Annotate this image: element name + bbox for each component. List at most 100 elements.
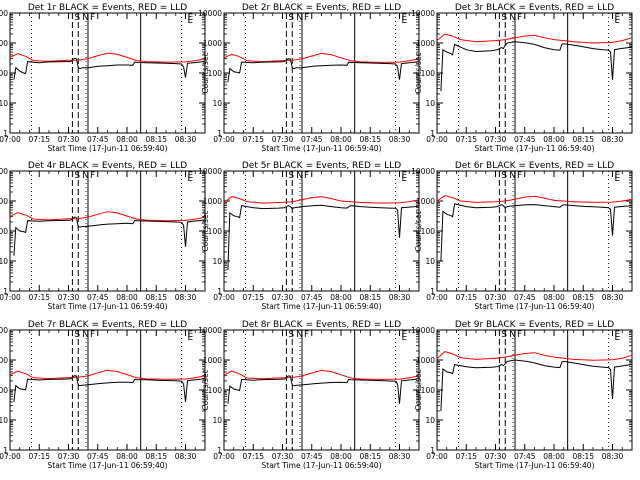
x-tick-label: 07:00 bbox=[213, 293, 235, 302]
y-tick-label: 10 bbox=[425, 416, 435, 425]
marker-letter-f: F bbox=[90, 171, 95, 181]
y-tick-label: 10000 bbox=[411, 326, 435, 335]
panel-title: Det 1r BLACK = Events, RED = LLD bbox=[28, 3, 187, 13]
plot-frame bbox=[223, 329, 420, 451]
x-tick-label: 08:15 bbox=[145, 135, 167, 144]
y-tick-label: 100 bbox=[0, 386, 8, 395]
x-tick-label: 07:30 bbox=[272, 452, 294, 461]
panel-title: Det 3r BLACK = Events, RED = LLD bbox=[455, 3, 614, 13]
y-tick-label: 100 bbox=[421, 69, 436, 78]
marker-letter-e: E bbox=[402, 171, 408, 181]
marker-letter-s: S bbox=[501, 171, 507, 181]
x-tick-label: 07:45 bbox=[514, 293, 536, 302]
marker-letter-n: N bbox=[82, 13, 89, 23]
x-tick-label: 08:30 bbox=[175, 293, 197, 302]
x-tick-label: 07:15 bbox=[242, 135, 264, 144]
marker-letter-l: L bbox=[188, 333, 193, 343]
x-tick-label: 08:30 bbox=[602, 135, 624, 144]
x-axis-label: Start Time (17-Jun-11 06:59:40) bbox=[48, 461, 168, 470]
x-tick-label: 08:15 bbox=[572, 452, 594, 461]
x-axis-label: Start Time (17-Jun-11 06:59:40) bbox=[475, 144, 595, 153]
x-tick-label: 07:15 bbox=[455, 293, 477, 302]
panel-title: Det 6r BLACK = Events, RED = LLD bbox=[455, 161, 614, 171]
y-tick-label: 1 bbox=[217, 446, 222, 455]
lld-series-line bbox=[223, 369, 420, 380]
events-series-line bbox=[440, 203, 633, 262]
y-tick-label: 100 bbox=[208, 69, 223, 78]
events-series-line bbox=[13, 375, 206, 402]
events-series-line bbox=[227, 58, 420, 83]
y-tick-label: 10 bbox=[425, 257, 435, 266]
marker-letter-f: F bbox=[304, 171, 309, 181]
x-tick-label: 07:45 bbox=[87, 452, 109, 461]
x-tick-label: 07:30 bbox=[58, 293, 80, 302]
x-axis-label: Start Time (17-Jun-11 06:59:40) bbox=[262, 144, 382, 153]
x-axis-label: Start Time (17-Jun-11 06:59:40) bbox=[262, 461, 382, 470]
x-tick-label: 07:45 bbox=[87, 293, 109, 302]
marker-letter-n: N bbox=[296, 171, 303, 181]
panel-5: Det 5r BLACK = Events, RED = LLD 1 10 100 10… bbox=[198, 161, 420, 311]
y-tick-label: 100 bbox=[0, 69, 8, 78]
events-series-line bbox=[227, 204, 420, 271]
plot-frame bbox=[436, 12, 633, 134]
lld-series-line bbox=[223, 196, 420, 204]
marker-letter-e: E bbox=[402, 330, 408, 340]
panel-2: Det 2r BLACK = Events, RED = LLD 1 10 100 10… bbox=[198, 3, 420, 153]
y-tick-label: 1000 bbox=[203, 356, 222, 365]
events-series-line bbox=[440, 359, 633, 412]
events-series-line bbox=[440, 41, 633, 92]
lld-series-line bbox=[436, 33, 633, 44]
marker-letter-s: S bbox=[501, 330, 507, 340]
x-tick-label: 07:00 bbox=[0, 135, 21, 144]
x-tick-label: 08:30 bbox=[602, 452, 624, 461]
y-tick-label: 100 bbox=[208, 227, 223, 236]
y-tick-label: 1000 bbox=[0, 356, 8, 365]
y-tick-label: 10000 bbox=[198, 326, 222, 335]
marker-letter-f: F bbox=[517, 330, 522, 340]
panel-8: Det 8r BLACK = Events, RED = LLD 1 10 100 10… bbox=[198, 320, 420, 470]
y-tick-label: 10000 bbox=[0, 9, 8, 18]
x-tick-label: 07:00 bbox=[213, 452, 235, 461]
y-axis-label: Counts/sec bbox=[414, 369, 423, 410]
marker-letter-l: L bbox=[615, 16, 620, 26]
x-tick-label: 07:00 bbox=[426, 293, 448, 302]
x-tick-label: 07:15 bbox=[28, 452, 50, 461]
y-tick-label: 100 bbox=[0, 227, 8, 236]
y-tick-label: 10000 bbox=[198, 167, 222, 176]
x-tick-label: 08:00 bbox=[543, 452, 565, 461]
x-tick-label: 08:00 bbox=[330, 293, 352, 302]
x-tick-label: 07:15 bbox=[28, 293, 50, 302]
y-tick-label: 1000 bbox=[416, 356, 435, 365]
y-tick-label: 10 bbox=[425, 99, 435, 108]
marker-letter-n: N bbox=[509, 13, 516, 23]
plot-frame bbox=[9, 170, 206, 292]
x-tick-label: 07:30 bbox=[485, 293, 507, 302]
y-tick-label: 1000 bbox=[416, 39, 435, 48]
marker-letter-s: S bbox=[74, 330, 80, 340]
x-tick-label: 07:00 bbox=[213, 135, 235, 144]
x-tick-label: 08:00 bbox=[330, 135, 352, 144]
marker-letter-n: N bbox=[296, 13, 303, 23]
lld-series-line bbox=[9, 369, 206, 380]
y-tick-label: 1000 bbox=[203, 197, 222, 206]
panel-4: Det 4r BLACK = Events, RED = LLD 1 10 100 10… bbox=[0, 161, 206, 311]
x-tick-label: 08:00 bbox=[116, 293, 138, 302]
x-tick-label: 08:15 bbox=[572, 293, 594, 302]
x-axis-label: Start Time (17-Jun-11 06:59:40) bbox=[262, 302, 382, 311]
y-tick-label: 1000 bbox=[0, 39, 8, 48]
x-tick-label: 08:30 bbox=[389, 135, 411, 144]
marker-letter-n: N bbox=[509, 330, 516, 340]
marker-letter-e: E bbox=[615, 330, 621, 340]
x-axis-label: Start Time (17-Jun-11 06:59:40) bbox=[48, 144, 168, 153]
y-tick-label: 100 bbox=[208, 386, 223, 395]
x-tick-label: 08:15 bbox=[145, 293, 167, 302]
x-tick-label: 07:30 bbox=[58, 135, 80, 144]
panel-title: Det 9r BLACK = Events, RED = LLD bbox=[455, 320, 614, 330]
x-tick-label: 07:15 bbox=[242, 452, 264, 461]
marker-letter-l: L bbox=[402, 16, 407, 26]
x-tick-label: 08:30 bbox=[602, 293, 624, 302]
x-tick-label: 08:00 bbox=[116, 135, 138, 144]
lld-series-line bbox=[9, 211, 206, 222]
y-tick-label: 100 bbox=[421, 386, 436, 395]
plot-frame bbox=[436, 170, 633, 292]
